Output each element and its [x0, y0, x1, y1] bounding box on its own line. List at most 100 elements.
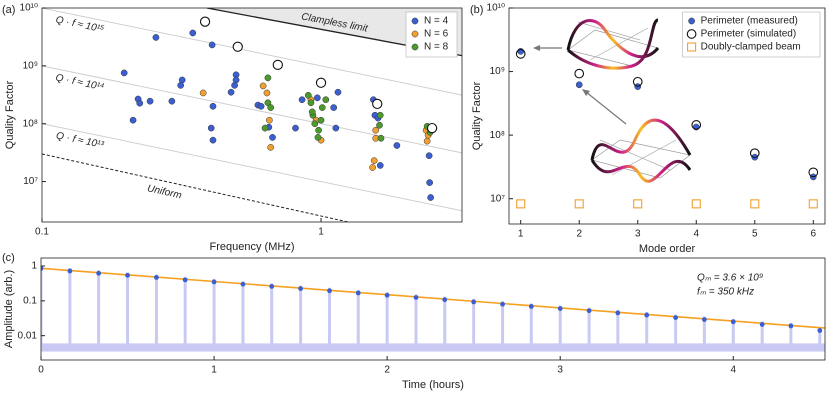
marker-circle — [209, 102, 217, 110]
y-tick-label: 10⁸ — [490, 130, 505, 141]
marker-open-circle — [808, 167, 819, 178]
qf-line — [42, 123, 462, 212]
y-axis-title: Quality Factor — [471, 81, 483, 150]
data-point — [557, 306, 563, 311]
data-point — [644, 312, 650, 318]
marker-circle — [332, 124, 340, 132]
marker-square — [808, 199, 818, 209]
marker-circle — [370, 157, 378, 164]
marker-open-circle — [749, 148, 760, 159]
legend-marker — [687, 42, 697, 52]
marker-circle — [227, 88, 235, 96]
marker-circle — [304, 91, 312, 99]
marker-circle — [209, 136, 217, 144]
panel-label: (b) — [470, 4, 483, 16]
qf-line — [42, 65, 462, 154]
data-point — [355, 290, 361, 296]
marker-square — [574, 199, 584, 209]
legend-marker — [688, 17, 695, 25]
marker-square — [516, 199, 526, 209]
marker-open-circle — [272, 59, 283, 71]
legend-label: N = 8 — [424, 42, 449, 53]
data-point — [41, 266, 44, 271]
marker-circle — [267, 144, 275, 151]
marker-circle — [334, 88, 342, 96]
marker-open-circle — [426, 122, 438, 134]
data-point — [269, 283, 275, 289]
y-tick-label: 10¹⁰ — [20, 3, 38, 14]
data-point — [240, 281, 246, 287]
x-tick-label: 1 — [211, 365, 217, 376]
legend-marker — [686, 29, 697, 39]
noise-floor — [41, 343, 825, 352]
data-point — [96, 270, 102, 276]
y-tick-label: 10¹⁰ — [487, 3, 505, 14]
marker-open-circle — [515, 48, 526, 59]
marker-circle — [426, 179, 433, 186]
data-point — [384, 292, 390, 298]
legend-label: Doubly-clamped beam — [701, 42, 801, 53]
data-point — [182, 277, 188, 283]
x-tick-label: 1 — [318, 227, 324, 238]
data-point — [211, 279, 217, 285]
marker-circle — [269, 134, 276, 141]
data-point — [67, 268, 73, 274]
marker-circle — [307, 99, 315, 107]
marker-circle — [152, 34, 160, 41]
y-tick-label: 0.01 — [18, 330, 38, 341]
marker-circle — [425, 152, 433, 160]
x-tick-label: 6 — [811, 229, 817, 240]
marker-circle — [314, 134, 322, 141]
x-tick-label: 3 — [635, 229, 641, 240]
data-point — [298, 286, 304, 291]
data-point — [701, 317, 707, 322]
panel-label: (c) — [2, 252, 15, 264]
uniform-line — [42, 153, 349, 222]
marker-circle — [317, 116, 325, 124]
marker-circle — [308, 108, 316, 116]
y-tick-label: 10⁷ — [490, 193, 505, 204]
qf-label: Q · f ≈ 10¹⁵ — [55, 15, 105, 36]
y-tick-label: 0.1 — [23, 295, 37, 306]
marker-circle — [292, 124, 299, 132]
marker-circle — [261, 124, 269, 132]
y-axis-title: Quality Factor — [4, 80, 16, 149]
legend-box — [682, 11, 821, 58]
marker-circle — [311, 120, 319, 128]
marker-circle — [330, 104, 338, 111]
plot-area — [41, 265, 825, 352]
x-tick-label: 0.1 — [35, 227, 49, 238]
marker-square — [633, 199, 643, 209]
y-tick-label: 10⁹ — [23, 60, 38, 71]
marker-circle — [315, 126, 322, 134]
x-axis-title: Mode order — [639, 243, 696, 255]
y-tick-label: 10⁹ — [490, 66, 505, 77]
data-point — [154, 275, 159, 280]
data-point — [817, 328, 823, 333]
plot-frame — [40, 257, 826, 361]
uniform-label: Uniform — [146, 183, 183, 201]
x-tick-label: 2 — [384, 365, 390, 376]
data-point — [500, 301, 505, 307]
annotation: Qₘ = 3.6 × 10⁹ — [697, 273, 763, 284]
y-tick-label: 10⁷ — [23, 176, 38, 187]
data-point — [615, 310, 621, 316]
x-tick-label: 4 — [730, 365, 736, 376]
data-point — [528, 304, 534, 309]
y-tick-label: 10⁸ — [23, 118, 38, 129]
x-tick-label: 4 — [693, 229, 699, 240]
panel-label: (a) — [2, 4, 15, 16]
legend-label: Perimeter (simulated) — [701, 29, 797, 40]
marker-circle — [207, 124, 215, 132]
marker-circle — [259, 82, 267, 90]
marker-circle — [376, 162, 384, 169]
marker-circle — [376, 111, 384, 119]
marker-circle — [120, 69, 128, 77]
marker-circle — [168, 97, 176, 105]
x-axis-title: Time (hours) — [402, 379, 464, 391]
y-axis-title: Amplitude (arb.) — [3, 270, 15, 348]
marker-circle — [264, 74, 272, 82]
marker-circle — [263, 89, 271, 97]
marker-circle — [372, 126, 380, 134]
